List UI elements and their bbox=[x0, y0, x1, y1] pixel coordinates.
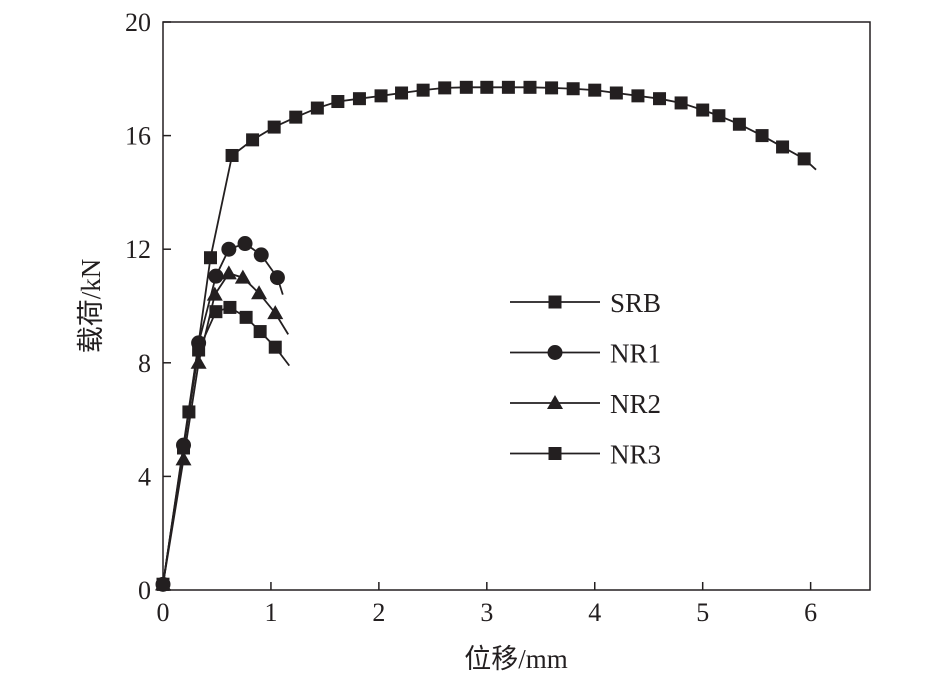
square-marker bbox=[395, 86, 409, 100]
square-marker bbox=[223, 300, 237, 314]
plot-frame bbox=[162, 21, 871, 591]
series-nr3 bbox=[156, 300, 291, 591]
square-marker bbox=[588, 83, 602, 97]
circle-marker bbox=[547, 345, 563, 360]
triangle-marker bbox=[206, 286, 223, 301]
legend-item: NR1 bbox=[510, 339, 661, 369]
square-marker bbox=[653, 92, 667, 106]
legend-item: NR2 bbox=[510, 389, 661, 419]
y-tick-label: 16 bbox=[125, 122, 151, 151]
x-tick-label: 4 bbox=[588, 598, 601, 627]
x-tick-label: 2 bbox=[372, 598, 385, 627]
square-marker bbox=[192, 343, 206, 357]
square-marker bbox=[480, 80, 494, 94]
triangle-marker bbox=[234, 269, 251, 284]
square-marker bbox=[310, 101, 324, 115]
square-marker bbox=[732, 117, 746, 131]
square-marker bbox=[239, 310, 253, 324]
circle-marker bbox=[208, 268, 224, 284]
square-marker bbox=[416, 83, 430, 97]
square-marker bbox=[501, 80, 515, 94]
square-marker bbox=[755, 129, 769, 143]
y-tick-label: 20 bbox=[125, 8, 151, 37]
series-nr1 bbox=[155, 236, 285, 592]
square-marker bbox=[352, 92, 366, 106]
legend-label: SRB bbox=[610, 288, 661, 318]
square-marker bbox=[548, 447, 562, 460]
y-tick-label: 12 bbox=[125, 235, 151, 264]
x-tick-label: 0 bbox=[157, 598, 170, 627]
square-marker bbox=[246, 133, 260, 147]
legend-label: NR2 bbox=[610, 389, 661, 419]
y-tick-label: 8 bbox=[138, 349, 151, 378]
square-marker bbox=[548, 295, 562, 309]
y-tick-label: 0 bbox=[138, 576, 151, 605]
square-marker bbox=[177, 441, 191, 455]
circle-marker bbox=[221, 241, 237, 257]
square-marker bbox=[674, 96, 688, 110]
x-axis-label: 位移/mm bbox=[464, 644, 568, 674]
series-line bbox=[162, 242, 284, 585]
square-marker bbox=[438, 81, 452, 95]
x-tick-label: 3 bbox=[480, 598, 493, 627]
y-axis-label: 载荷/kN bbox=[76, 259, 106, 354]
square-marker bbox=[712, 109, 726, 123]
square-marker bbox=[566, 82, 580, 96]
square-marker bbox=[545, 81, 559, 95]
square-marker bbox=[253, 325, 267, 339]
x-tick-label: 1 bbox=[264, 598, 277, 627]
triangle-marker bbox=[267, 305, 284, 320]
legend-label: NR3 bbox=[610, 440, 661, 470]
legend-label: NR1 bbox=[610, 339, 661, 369]
square-marker bbox=[267, 120, 281, 134]
triangle-marker bbox=[190, 354, 207, 369]
circle-marker bbox=[269, 270, 285, 286]
square-marker bbox=[459, 80, 473, 94]
square-marker bbox=[776, 140, 790, 154]
x-tick-label: 6 bbox=[804, 598, 817, 627]
y-tick-label: 4 bbox=[138, 462, 151, 491]
x-tick-label: 5 bbox=[696, 598, 709, 627]
triangle-marker bbox=[220, 265, 237, 280]
series-line bbox=[162, 272, 289, 585]
square-marker bbox=[374, 89, 388, 103]
square-marker bbox=[203, 251, 217, 265]
series-srb bbox=[156, 80, 817, 591]
square-marker bbox=[609, 86, 623, 100]
triangle-marker bbox=[175, 451, 192, 466]
square-marker bbox=[523, 80, 537, 94]
square-marker bbox=[156, 577, 170, 591]
square-marker bbox=[225, 148, 239, 162]
circle-marker bbox=[237, 236, 253, 252]
square-marker bbox=[797, 152, 811, 166]
legend-item: SRB bbox=[510, 288, 661, 318]
circle-marker bbox=[253, 247, 269, 263]
square-marker bbox=[331, 95, 345, 109]
triangle-marker bbox=[251, 285, 268, 300]
triangle-marker bbox=[547, 395, 563, 409]
square-marker bbox=[209, 305, 223, 319]
square-marker bbox=[289, 110, 303, 124]
legend-item: NR3 bbox=[510, 440, 661, 470]
square-marker bbox=[268, 340, 282, 354]
square-marker bbox=[631, 89, 645, 103]
square-marker bbox=[696, 103, 710, 117]
